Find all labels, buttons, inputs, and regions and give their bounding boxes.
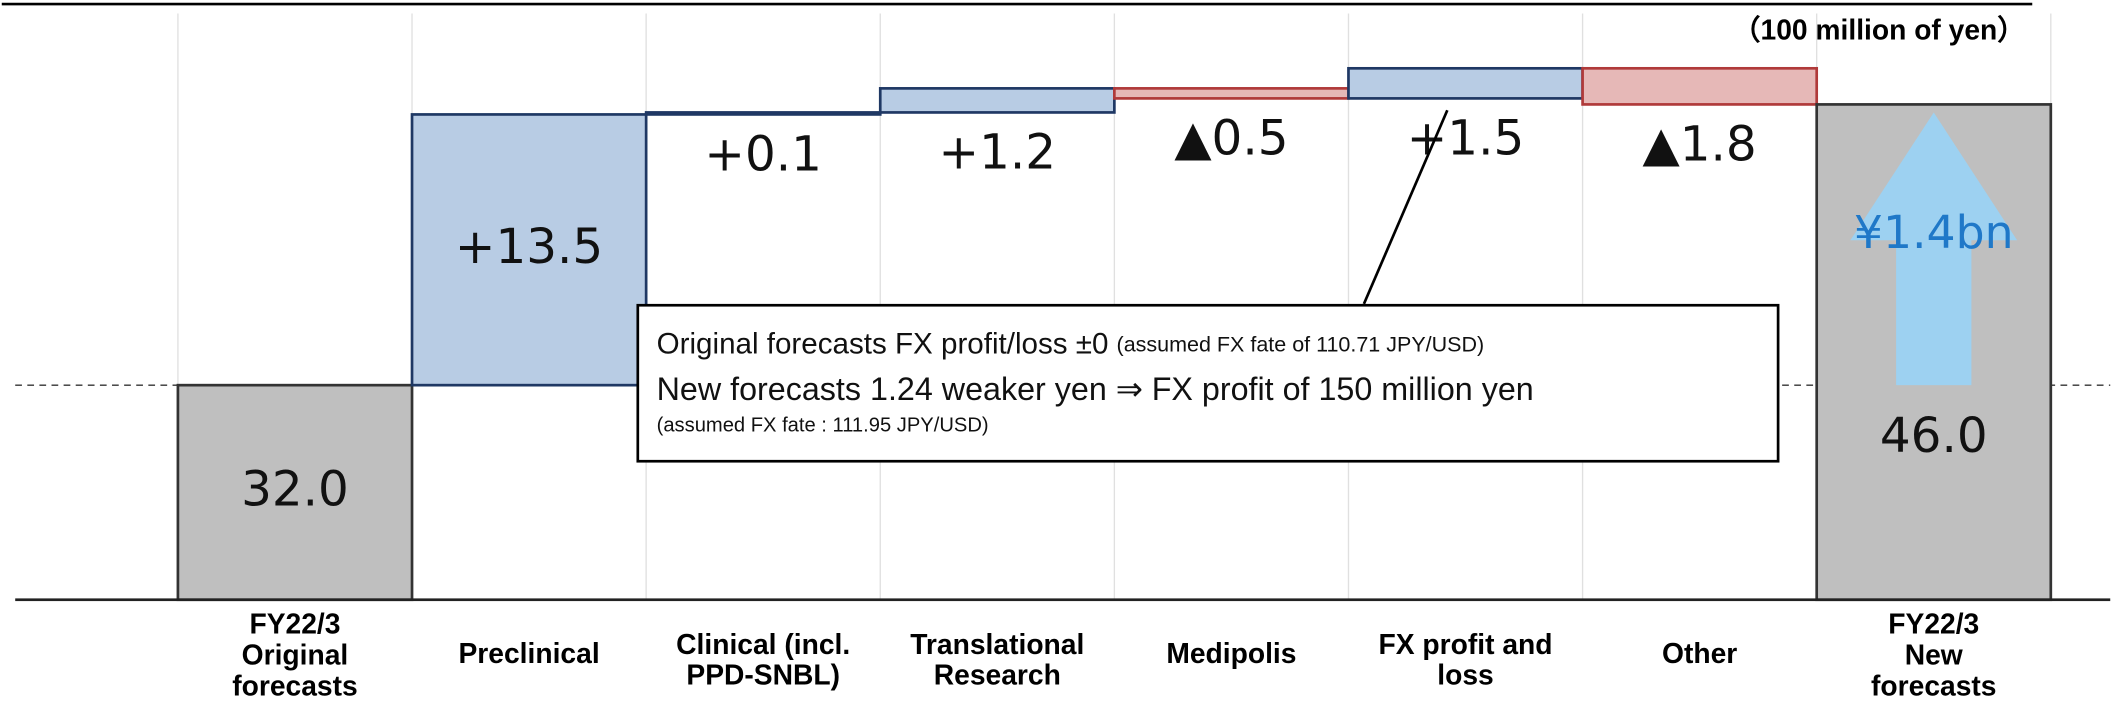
delta-bar — [410, 113, 648, 387]
x-tick-label-line: Translational — [910, 628, 1084, 660]
x-tick-label: FY22/3 Original forecasts — [232, 608, 357, 702]
annotation-text: Original forecasts FX profit/loss ±0 — [657, 327, 1109, 360]
value-label: ▲1.8 — [1643, 116, 1757, 172]
annotation-note: (assumed FX fate : 111.95 JPY/USD) — [657, 415, 989, 437]
x-tick-label-line: Clinical (incl. — [676, 628, 850, 660]
value-label: +0.1 — [704, 126, 822, 182]
annotation-line: New forecasts 1.24 weaker yen ⇒ FX profi… — [657, 371, 1534, 407]
x-tick-label-line: FY22/3 — [249, 608, 340, 640]
total-bar — [176, 383, 414, 602]
value-label: ▲0.5 — [1174, 110, 1288, 166]
value-label: 32.0 — [241, 461, 349, 517]
x-tick-label-line: PPD-SNBL) — [686, 659, 840, 691]
x-tick-label-line: New — [1905, 639, 1963, 671]
x-tick-label: Preclinical — [458, 638, 599, 670]
annotation-note: (assumed FX fate of 110.71 JPY/USD) — [1117, 332, 1485, 356]
x-tick-label-line: Other — [1662, 638, 1737, 670]
x-tick-label-line: FX profit and — [1379, 628, 1553, 660]
annotation-box — [636, 303, 1780, 463]
x-tick-label: Clinical (incl. PPD-SNBL) — [676, 628, 850, 691]
value-label: +1.2 — [939, 124, 1057, 180]
x-tick-label: Medipolis — [1166, 638, 1296, 670]
x-tick-label-line: forecasts — [232, 670, 357, 702]
leader-line — [1362, 109, 1449, 305]
delta-bar — [1581, 66, 1819, 106]
value-label: 46.0 — [1880, 408, 1988, 464]
delta-bar — [644, 111, 882, 116]
x-tick-label-line: Research — [934, 659, 1061, 691]
x-tick-label-line: Original — [242, 639, 349, 671]
value-label: +13.5 — [455, 219, 603, 275]
x-tick-label-line: Medipolis — [1166, 638, 1296, 670]
baseline — [15, 598, 2111, 602]
unit-label: （100 million of yen） — [1732, 14, 2025, 46]
value-label: +1.5 — [1407, 110, 1525, 166]
delta-bar — [878, 87, 1116, 114]
delta-bar — [1113, 87, 1350, 100]
x-tick-label: Other — [1662, 638, 1737, 670]
x-tick-label: FY22/3 New forecasts — [1871, 608, 1996, 702]
x-tick-label: Translational Research — [910, 628, 1084, 691]
delta-bar — [1347, 66, 1584, 100]
arrow-label: ¥1.4bn — [1854, 206, 2014, 259]
arrow — [1850, 112, 2018, 386]
x-tick-label-line: FY22/3 — [1888, 608, 1979, 640]
x-tick-label-line: loss — [1437, 659, 1493, 691]
x-tick-label-line: forecasts — [1871, 670, 1996, 702]
annotation-line: Original forecasts FX profit/loss ±0 (ass… — [657, 327, 1485, 360]
x-tick-label: FX profit and loss — [1379, 628, 1553, 691]
x-tick-label-line: Preclinical — [458, 638, 599, 670]
